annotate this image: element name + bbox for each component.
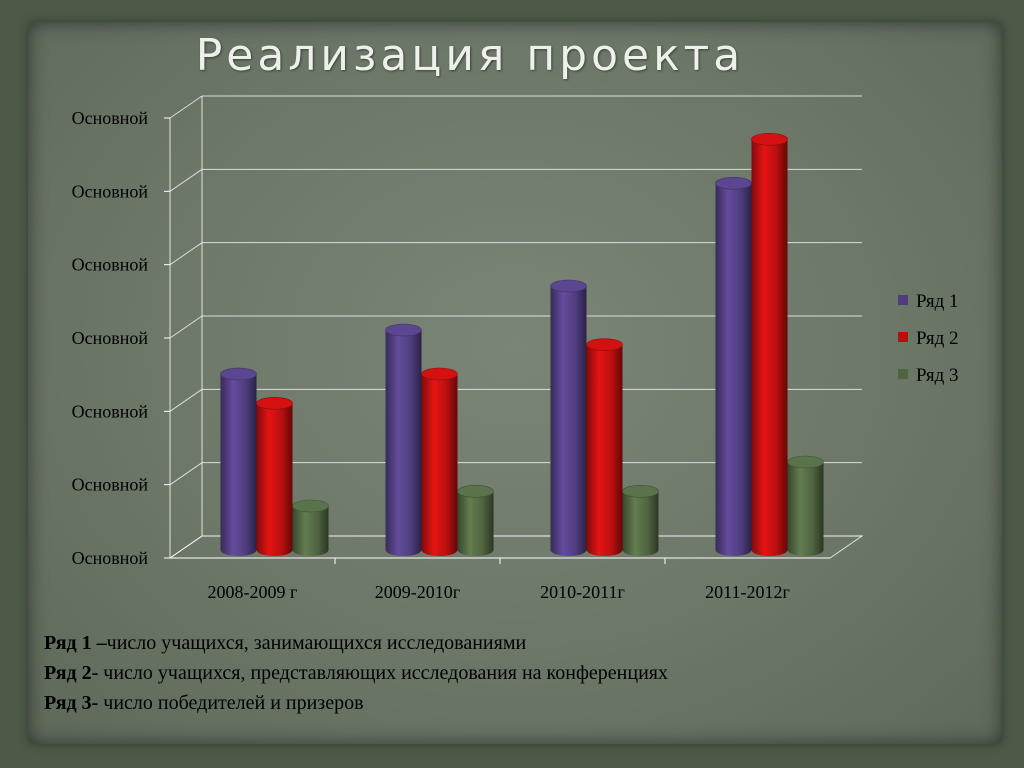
bar-top-2-1 xyxy=(256,397,293,410)
bar-top-2-3 xyxy=(586,338,623,351)
bar-1-3 xyxy=(550,286,587,556)
x-tick-label: 2010-2011г xyxy=(540,582,625,602)
note-row-3: Ряд 3- число победителей и призеров xyxy=(44,688,984,718)
note-label-1: Ряд 1 – xyxy=(44,632,107,654)
x-tick-label: 2009-2010г xyxy=(375,582,460,602)
bar-2-2 xyxy=(421,374,458,556)
legend-swatch-1 xyxy=(898,295,908,305)
bar-2-3 xyxy=(586,344,623,556)
slide-title: Реализация проекта xyxy=(195,30,745,81)
y-tick-label: Основной xyxy=(72,401,149,421)
y-tick-label: Основной xyxy=(72,108,149,128)
bar-3-1 xyxy=(292,506,329,556)
note-text-1: число учащихся, занимающихся исследовани… xyxy=(106,632,527,654)
bar-2-4 xyxy=(751,139,788,557)
y-tick-label: Основной xyxy=(72,255,149,275)
note-row-1: Ряд 1 –число учащихся, занимающихся иссл… xyxy=(44,628,984,658)
legend-label-2: Ряд 2 xyxy=(916,328,959,349)
bar-3-2 xyxy=(457,491,494,556)
bar-top-2-4 xyxy=(751,133,788,146)
legend-label-3: Ряд 3 xyxy=(916,365,959,386)
gridline-diagonal xyxy=(169,168,203,192)
gridline-diagonal xyxy=(169,388,203,412)
bar-top-1-2 xyxy=(385,323,422,337)
note-text-3: число победителей и призеров xyxy=(98,692,364,714)
legend-label-1: Ряд 1 xyxy=(916,291,959,312)
x-tick-label: 2008-2009 г xyxy=(208,582,298,602)
y-tick-label: Основной xyxy=(72,328,149,348)
bar-3-3 xyxy=(622,491,659,556)
series-notes: Ряд 1 –число учащихся, занимающихся иссл… xyxy=(44,628,984,718)
gridline-diagonal xyxy=(169,242,203,266)
bar-1-4 xyxy=(715,183,752,557)
note-text-2: число учащихся, представляющих исследова… xyxy=(98,662,668,684)
y-tick-label: Основной xyxy=(72,548,149,568)
note-row-2: Ряд 2- число учащихся, представляющих ис… xyxy=(44,658,984,688)
bar-top-3-3 xyxy=(622,485,659,498)
bar-3-4 xyxy=(787,462,824,556)
bar-1-2 xyxy=(385,330,422,556)
bar-top-3-2 xyxy=(457,485,494,498)
y-tick-label: Основной xyxy=(72,181,149,201)
gridline-diagonal xyxy=(169,95,203,119)
bar-top-3-1 xyxy=(292,499,329,513)
x-tick-label: 2011-2012г xyxy=(705,582,790,602)
note-label-2: Ряд 2- xyxy=(44,662,99,684)
bar-1-1 xyxy=(220,374,257,556)
bar-top-1-4 xyxy=(715,177,752,190)
slide-background xyxy=(28,22,1002,744)
bar-top-1-1 xyxy=(220,367,257,381)
gridline-diagonal xyxy=(169,462,203,486)
bar-2-1 xyxy=(256,403,293,556)
gridline-diagonal xyxy=(169,535,203,559)
bar-top-3-4 xyxy=(787,455,824,469)
bar-top-2-2 xyxy=(421,367,458,381)
bar-top-1-3 xyxy=(550,279,587,293)
gridline-diagonal xyxy=(169,315,203,339)
legend-swatch-3 xyxy=(898,369,908,379)
y-tick-label: Основной xyxy=(72,475,149,495)
legend-swatch-2 xyxy=(898,332,908,342)
note-label-3: Ряд 3- xyxy=(44,692,99,714)
